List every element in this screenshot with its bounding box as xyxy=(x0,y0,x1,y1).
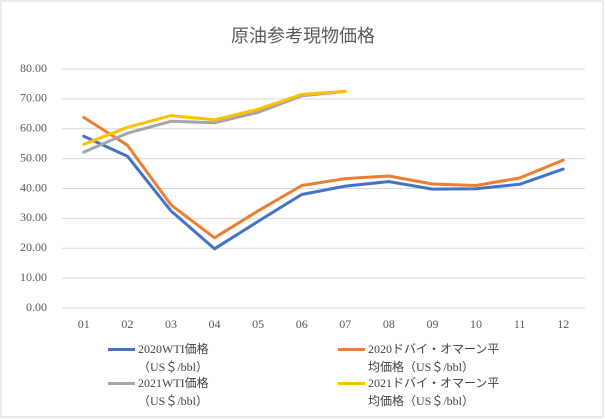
legend: 2020WTI価格 （US＄/bbl） 2020ドバイ・オマーン平均価格（US＄/… xyxy=(0,335,605,415)
legend-swatch xyxy=(108,382,135,385)
legend-label: 2021ドバイ・オマーン平均価格（US＄/bbl） xyxy=(368,376,500,408)
y-tick-label: 20.00 xyxy=(20,240,47,254)
legend-swatch xyxy=(338,348,365,351)
x-tick-label: 01 xyxy=(78,317,90,331)
legend-swatch xyxy=(338,382,365,385)
y-tick-label: 50.00 xyxy=(20,150,47,164)
y-tick-label: 40.00 xyxy=(20,180,47,194)
y-tick-label: 80.00 xyxy=(20,61,47,75)
chart-title: 原油参考現物価格 xyxy=(231,26,375,46)
x-tick-label: 09 xyxy=(426,317,438,331)
y-tick-label: 10.00 xyxy=(20,270,47,284)
legend-item: 2021ドバイ・オマーン平均価格（US＄/bbl） xyxy=(338,374,538,410)
legend-label: 2020ドバイ・オマーン平均価格（US＄/bbl） xyxy=(368,342,500,374)
legend-label: 2021WTI価格 （US＄/bbl） xyxy=(138,376,221,408)
x-tick-label: 03 xyxy=(165,317,177,331)
x-tick-label: 06 xyxy=(296,317,308,331)
series-line xyxy=(82,89,347,146)
y-tick-label: 70.00 xyxy=(20,91,47,105)
x-tick-label: 08 xyxy=(383,317,395,331)
legend-swatch xyxy=(108,348,135,351)
x-tick-label: 12 xyxy=(557,317,569,331)
legend-item: 2021WTI価格 （US＄/bbl） xyxy=(108,374,308,410)
x-tick-label: 10 xyxy=(470,317,482,331)
legend-item: 2020WTI価格 （US＄/bbl） xyxy=(108,340,308,376)
x-tick-label: 02 xyxy=(121,317,133,331)
y-tick-label: 30.00 xyxy=(20,210,47,224)
y-tick-label: 60.00 xyxy=(20,121,47,135)
legend-item: 2020ドバイ・オマーン平均価格（US＄/bbl） xyxy=(338,340,538,376)
y-tick-label: 0.00 xyxy=(26,300,47,314)
series-line xyxy=(82,115,565,240)
x-tick-label: 05 xyxy=(252,317,264,331)
x-tick-label: 11 xyxy=(514,317,526,331)
series-line xyxy=(82,134,565,251)
legend-label: 2020WTI価格 （US＄/bbl） xyxy=(138,342,221,374)
x-tick-label: 07 xyxy=(339,317,351,331)
x-tick-label: 04 xyxy=(209,317,221,331)
